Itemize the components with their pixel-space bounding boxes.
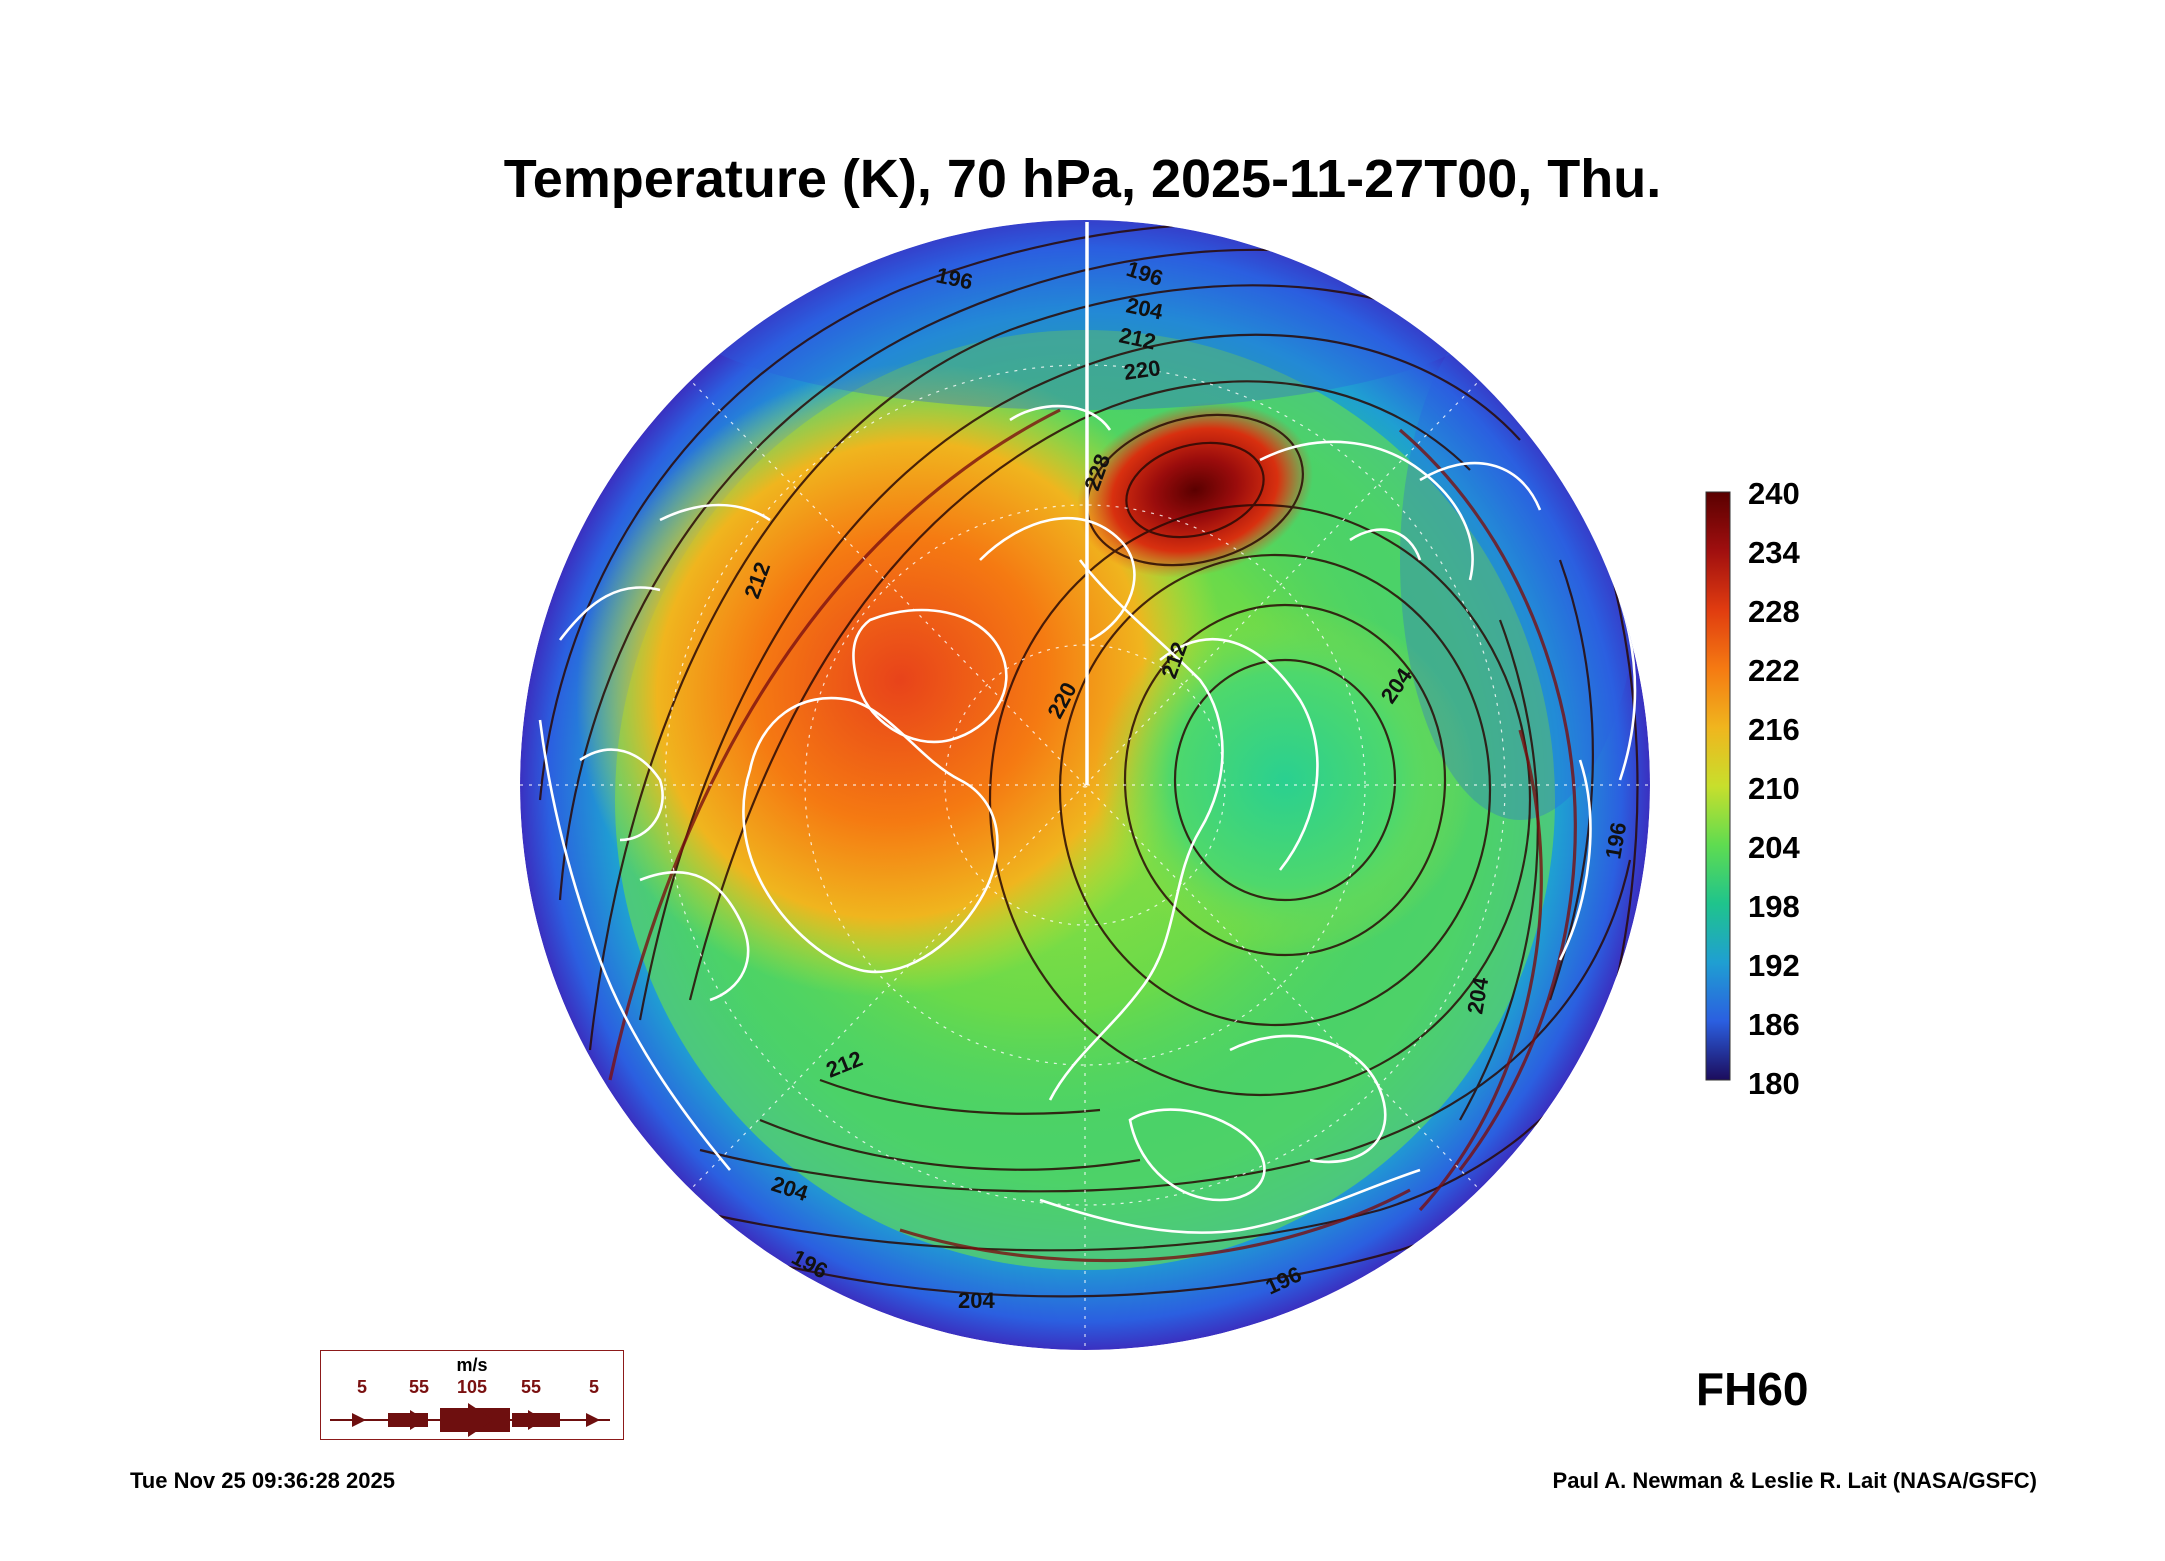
wind-legend-label: 5 (589, 1377, 600, 1397)
colorbar-label: 192 (1748, 948, 1800, 983)
colorbar-label: 222 (1748, 653, 1800, 688)
coastlines (538, 404, 1637, 1234)
wind-legend-bar (330, 1403, 610, 1437)
credit: Paul A. Newman & Leslie R. Lait (NASA/GS… (1552, 1468, 2037, 1493)
wind-streamlines (608, 408, 1577, 1263)
wind-legend-label: 105 (457, 1377, 488, 1397)
colorbar-label: 210 (1748, 771, 1800, 806)
colorbar-label: 228 (1748, 594, 1800, 629)
colorbar-label: 186 (1748, 1007, 1800, 1042)
contour-label: 204 (958, 1288, 995, 1313)
chart-title: Temperature (K), 70 hPa, 2025-11-27T00, … (503, 149, 1662, 209)
wind-legend-label: 55 (409, 1377, 430, 1397)
forecast-hour: FH60 (1696, 1363, 1809, 1415)
wind-legend-unit: m/s (456, 1355, 488, 1375)
colorbar-label: 216 (1748, 712, 1800, 747)
graticule (520, 364, 1650, 1350)
timestamp: Tue Nov 25 09:36:28 2025 (130, 1468, 395, 1493)
wind-legend-label: 55 (521, 1377, 542, 1397)
colorbar (1705, 491, 1731, 1081)
colorbar-label: 180 (1748, 1066, 1800, 1101)
wind-legend-label: 5 (357, 1377, 368, 1397)
colorbar-label: 234 (1748, 535, 1800, 570)
colorbar-label: 198 (1748, 889, 1800, 924)
temperature-field (520, 220, 1650, 1350)
colorbar-label: 204 (1748, 830, 1800, 865)
wind-legend: m/s 5 55 105 55 5 (320, 1350, 624, 1440)
contour-label: 220 (1122, 355, 1162, 385)
colorbar-label: 240 (1748, 476, 1800, 511)
